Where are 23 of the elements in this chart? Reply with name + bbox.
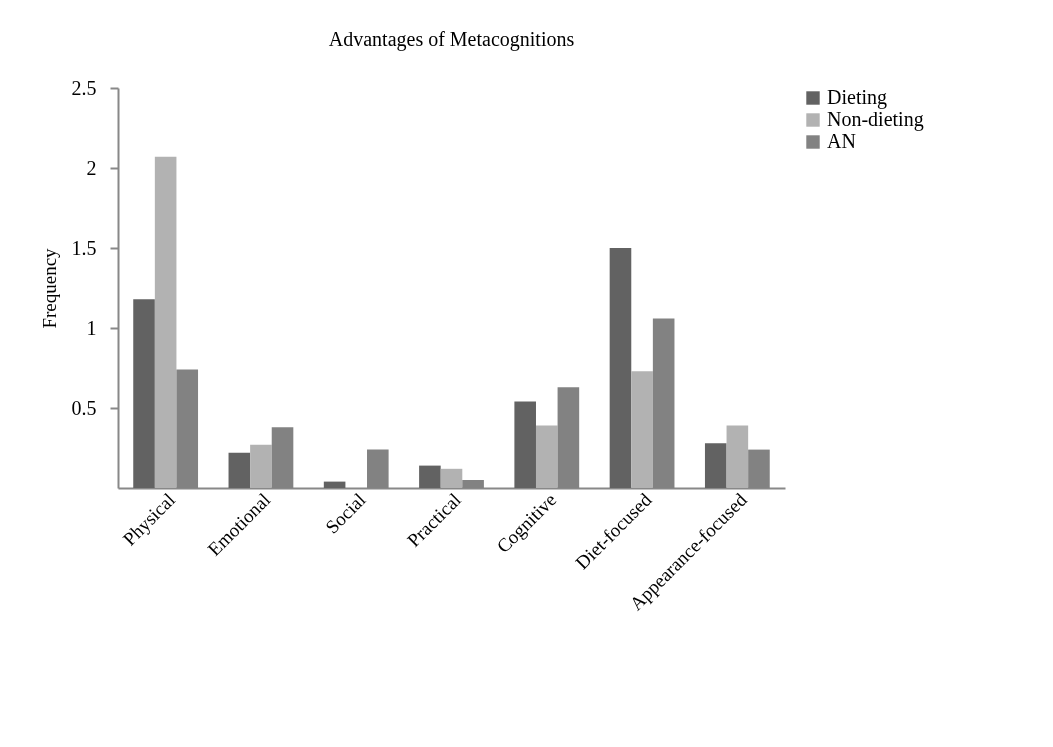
legend-label: AN [827,130,856,152]
y-tick-label: 2 [86,156,97,179]
legend-label: Dieting [827,86,887,109]
bar [323,481,346,488]
chart-title: Advantages of Metacognitions [328,28,575,51]
y-tick-label: 2.5 [71,76,97,99]
bar [535,425,558,488]
bar [514,401,536,488]
y-tick-label: 1 [86,316,97,339]
bar [419,465,441,488]
bar [133,299,155,488]
bar [609,248,632,488]
y-tick-label: 1.5 [71,236,97,259]
bar [631,371,653,488]
y-axis-title: Frequency [38,247,60,329]
bar [154,156,177,488]
bar [726,425,749,488]
bar [250,444,272,488]
bar [440,468,463,488]
bar [228,452,251,488]
legend-label: Non-dieting [827,108,924,131]
bar [704,443,727,488]
y-tick-label: 0.5 [71,396,97,419]
